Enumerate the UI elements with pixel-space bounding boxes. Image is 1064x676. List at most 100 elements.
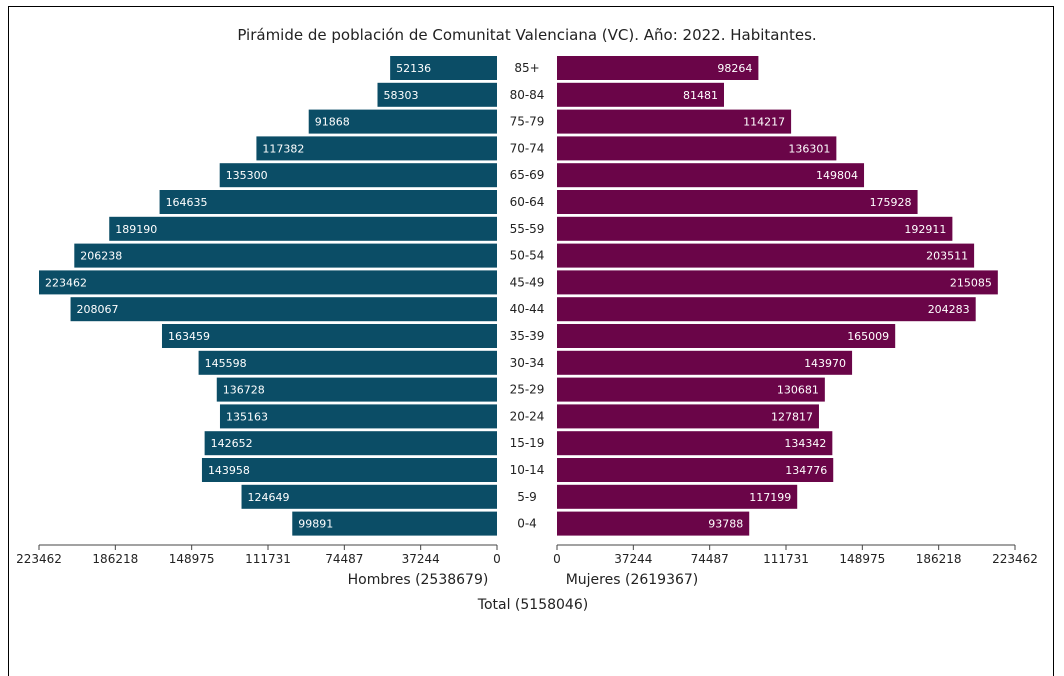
bar-label-mujeres-70-74: 136301 [788,142,830,155]
bar-mujeres-40-44 [557,297,976,322]
chart-title: Pirámide de población de Comunitat Valen… [237,26,816,44]
tick-label-hombres: 223462 [16,552,62,566]
bar-label-mujeres-30-34: 143970 [804,357,846,370]
tick-label-hombres: 186218 [92,552,138,566]
age-label-35-39: 35-39 [510,329,545,343]
bar-hombres-20-24 [219,404,497,429]
bars-hombres: 99891 124649 143958 142652 135163 136728 14559… [39,56,498,536]
bar-hombres-10-14 [201,458,497,482]
bar-label-mujeres-60-64: 175928 [870,196,912,209]
axis-hombres: 223462 186218 148975 111731 74487 37244 0 [16,544,501,566]
age-label-25-29: 25-29 [510,383,545,397]
bar-label-hombres-25-29: 136728 [223,384,265,397]
bar-label-mujeres-45-49: 215085 [950,276,992,289]
age-label-40-44: 40-44 [510,302,545,316]
bar-mujeres-45-49 [557,270,998,295]
bar-mujeres-65-69 [557,163,865,188]
age-label-45-49: 45-49 [510,275,545,289]
age-label-65-69: 65-69 [510,168,545,182]
tick-label-mujeres: 74487 [691,552,729,566]
bar-hombres-80-84 [377,82,497,107]
bar-hombres-15-19 [204,431,498,456]
bar-label-hombres-0-4: 99891 [298,518,333,531]
bar-label-mujeres-5-9: 117199 [749,491,791,504]
bar-mujeres-75-79 [557,109,792,134]
age-label-85+: 85+ [514,61,539,75]
bar-mujeres-10-14 [557,458,834,482]
bar-mujeres-30-34 [557,350,853,375]
bar-mujeres-60-64 [557,190,918,214]
bar-label-mujeres-65-69: 149804 [816,169,858,182]
age-label-10-14: 10-14 [510,463,545,477]
bar-label-mujeres-15-19: 134342 [784,437,826,450]
bar-label-hombres-30-34: 145598 [205,357,247,370]
bar-label-hombres-35-39: 163459 [168,330,210,343]
bar-hombres-25-29 [216,377,497,402]
bar-mujeres-55-59 [557,216,953,241]
tick-label-mujeres: 0 [553,552,561,566]
bar-hombres-30-34 [198,350,497,375]
tick-label-mujeres: 186218 [916,552,962,566]
tick-label-hombres: 74487 [325,552,363,566]
bar-label-mujeres-35-39: 165009 [847,330,889,343]
bar-mujeres-20-24 [557,404,819,429]
xlabel-hombres: Hombres (2538679) [348,572,489,588]
tick-label-mujeres: 37244 [614,552,652,566]
tick-label-hombres: 148975 [169,552,215,566]
age-label-80-84: 80-84 [510,88,545,102]
bar-hombres-75-79 [308,109,497,134]
bar-label-hombres-70-74: 117382 [262,142,304,155]
age-label-75-79: 75-79 [510,115,545,129]
age-label-30-34: 30-34 [510,356,545,370]
bar-label-mujeres-80-84: 81481 [683,89,718,102]
bar-hombres-70-74 [256,136,497,161]
tick-label-hombres: 37244 [402,552,440,566]
bar-label-mujeres-85+: 98264 [717,62,752,75]
bar-label-hombres-60-64: 164635 [166,196,208,209]
bar-label-hombres-80-84: 58303 [384,89,419,102]
bar-label-hombres-75-79: 91868 [315,116,350,129]
bars-mujeres: 93788 117199 134776 134342 127817 130681 14397… [557,56,998,536]
bar-mujeres-85+ [557,56,759,80]
xlabel-mujeres: Mujeres (2619367) [566,572,699,588]
bar-label-hombres-55-59: 189190 [115,223,157,236]
bar-mujeres-80-84 [557,82,725,107]
bar-hombres-65-69 [219,163,497,188]
bar-label-hombres-5-9: 124649 [248,491,290,504]
bar-label-hombres-50-54: 206238 [80,250,122,263]
bar-mujeres-0-4 [557,511,750,536]
bar-label-mujeres-10-14: 134776 [785,464,827,477]
bar-label-mujeres-55-59: 192911 [904,223,946,236]
tick-label-hombres: 0 [493,552,501,566]
tick-label-mujeres: 148975 [839,552,885,566]
bar-hombres-35-39 [161,324,497,348]
bar-hombres-50-54 [74,243,498,268]
age-label-20-24: 20-24 [510,409,545,423]
xlabel-total: Total (5158046) [477,597,588,613]
age-label-5-9: 5-9 [517,490,537,504]
age-label-15-19: 15-19 [510,436,545,450]
axis-mujeres: 0 37244 74487 111731 148975 186218 223462 [553,544,1038,566]
bar-hombres-55-59 [109,216,497,241]
tick-label-hombres: 111731 [245,552,291,566]
bar-label-mujeres-50-54: 203511 [926,250,968,263]
bar-mujeres-25-29 [557,377,825,402]
bar-hombres-5-9 [241,484,497,509]
bar-mujeres-15-19 [557,431,833,456]
bar-label-hombres-45-49: 223462 [45,276,87,289]
bar-hombres-45-49 [39,270,497,295]
tick-label-mujeres: 223462 [992,552,1038,566]
age-label-55-59: 55-59 [510,222,545,236]
bar-label-mujeres-20-24: 127817 [771,410,813,423]
bar-mujeres-70-74 [557,136,837,161]
age-label-0-4: 0-4 [517,517,537,531]
age-label-60-64: 60-64 [510,195,545,209]
bar-label-mujeres-25-29: 130681 [777,384,819,397]
bar-label-hombres-85+: 52136 [396,62,431,75]
tick-label-mujeres: 111731 [763,552,809,566]
bar-label-mujeres-40-44: 204283 [928,303,970,316]
chart-frame [8,6,1054,676]
bar-hombres-60-64 [159,190,497,214]
bar-label-hombres-40-44: 208067 [77,303,119,316]
